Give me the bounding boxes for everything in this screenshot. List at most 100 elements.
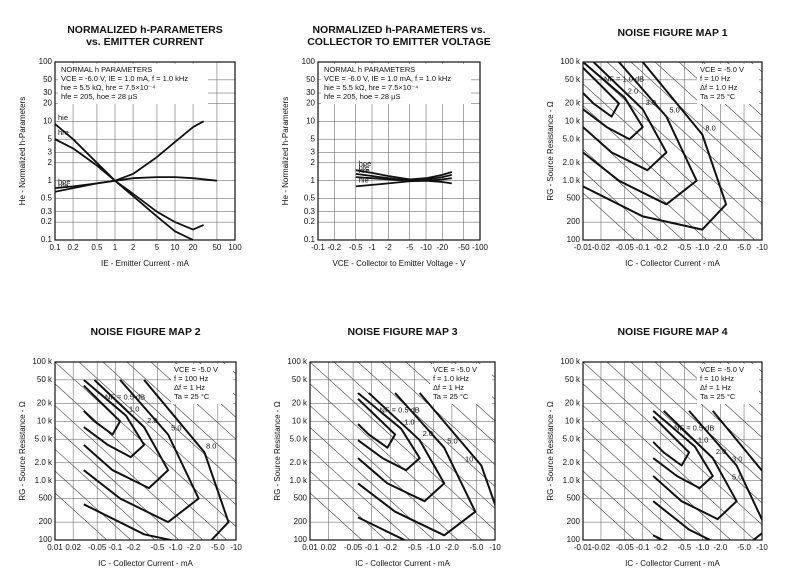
contour-line [583, 62, 728, 231]
y-tick-label: 10 k [37, 416, 53, 425]
x-tick-label: -0.2 [654, 243, 668, 252]
plot-frame [582, 61, 763, 241]
guide-line [126, 362, 236, 462]
y-tick-label: 100 [302, 57, 316, 66]
contour-line [652, 410, 714, 490]
y-tick-label: 500 [294, 494, 308, 503]
x-tick-label: -5.0 [211, 543, 225, 552]
y-tick-label: 2 [48, 158, 53, 167]
y-tick-label: 200 [567, 517, 581, 526]
x-tick-label: -5 [406, 243, 414, 252]
annotation: NORMAL h PARAMETERS [324, 65, 415, 74]
x-tick-label: -1.0 [426, 543, 440, 552]
y-tick-label: 100 k [560, 357, 581, 366]
x-tick-label: 5 [155, 243, 160, 252]
x-tick-label: -1.0 [695, 243, 709, 252]
x-tick-label: 1 [113, 243, 118, 252]
guide-line [583, 148, 684, 240]
x-tick-label: -1 [368, 243, 376, 252]
y-tick-label: 5.0 k [563, 434, 581, 443]
annotation: VCE = -6.0 V, IE = 1.0 mA, f = 1.0 kHz [61, 74, 188, 83]
series-label: 5.0 [669, 106, 679, 115]
plot-frame [582, 361, 763, 541]
y-tick-label: 0.1 [41, 235, 53, 244]
annotation: f = 10 kHz [700, 374, 734, 383]
annotation: VCE = -5.0 V [700, 365, 744, 374]
chart-title: NORMALIZED h-PARAMETERS vs. [312, 24, 485, 36]
contour-line [357, 392, 421, 472]
guide-line [583, 62, 762, 226]
y-tick-label: 20 k [565, 99, 581, 108]
series-label: hie [58, 113, 68, 122]
guide-line [583, 470, 660, 540]
x-tick-label: 0.01 [302, 543, 318, 552]
y-tick-label: 100 [567, 235, 581, 244]
annotation-box [697, 64, 759, 104]
y-tick-label: 2.0 k [563, 158, 581, 167]
contour-line [583, 62, 644, 141]
x-tick-label: -2.0 [187, 543, 201, 552]
annotation-box [171, 364, 233, 404]
plot-frame [317, 61, 481, 241]
series-line [55, 120, 205, 189]
chart-title: NOISE FIGURE MAP 1 [617, 27, 727, 39]
annotation: VCE = -5.0 V [700, 65, 744, 74]
series-label: 2.0 [147, 416, 157, 425]
guide-line [310, 383, 483, 540]
guide-line [583, 170, 660, 240]
annotation: Ta = 25 °C [700, 392, 736, 401]
contour-line [83, 379, 230, 540]
annotation: NORMAL h PARAMETERS [61, 65, 152, 74]
series-label: 5.0 [732, 472, 742, 481]
y-tick-label: 3 [48, 147, 53, 156]
y-tick-label: 5.0 k [290, 434, 308, 443]
x-axis-label: IC - Collector Current - mA [625, 559, 720, 568]
chart: NOISE FIGURE MAP 3 0.01 0.02 -0.05 -0.1 -0.2 -… [273, 326, 501, 568]
series-label: hre [359, 166, 370, 175]
x-axis-label: IC - Collector Current - mA [98, 559, 193, 568]
y-tick-label: 0.5 [304, 194, 316, 203]
y-axis-label: RG - Source Resistance - Ω [18, 401, 27, 500]
x-tick-label: -10 [489, 543, 501, 552]
x-tick-label: -1.0 [169, 543, 183, 552]
series-label: 10 [465, 455, 473, 464]
y-tick-label: 1.0 k [290, 476, 308, 485]
guide-line [583, 448, 684, 540]
guide-line [630, 62, 762, 182]
series-label: 2.0 [423, 429, 433, 438]
x-tick-label: 2 [131, 243, 136, 252]
y-tick-label: 20 k [292, 399, 308, 408]
annotation: hfe = 205, hoe = 28 µS [324, 92, 400, 101]
annotation: f = 10 Hz [700, 74, 730, 83]
x-tick-label: -2.0 [445, 543, 459, 552]
contour-line [83, 384, 122, 436]
y-axis-label: He - Normalized h-Parameters [281, 97, 290, 205]
y-tick-label: 5 [48, 134, 53, 143]
y-tick-label: 100 k [287, 357, 308, 366]
x-tick-label: -10 [756, 243, 768, 252]
chart: NOISE FIGURE MAP 2 0.01 0.02 -0.05 -0.1 -0.2 -… [18, 326, 242, 568]
y-tick-label: 100 k [560, 57, 581, 66]
guide-line [55, 405, 204, 540]
chart-title: NORMALIZED h-PARAMETERS [67, 24, 223, 36]
y-tick-label: 0.2 [304, 217, 316, 226]
y-tick-label: 1.0 k [35, 476, 53, 485]
chart-title: vs. EMITTER CURRENT [86, 36, 204, 48]
guide-line [606, 62, 762, 204]
x-axis-label: IE - Emitter Current - mA [101, 259, 190, 268]
x-tick-label: -0.02 [592, 543, 611, 552]
y-tick-label: 20 [306, 99, 315, 108]
x-tick-label: -100 [472, 243, 489, 252]
guide-line [310, 427, 435, 540]
guide-line [55, 383, 228, 540]
y-tick-label: 20 [43, 99, 52, 108]
x-tick-label: -10 [756, 543, 768, 552]
x-tick-label: -2.0 [713, 543, 727, 552]
x-tick-label: -5.0 [737, 543, 751, 552]
guide-line [583, 427, 708, 540]
x-tick-label: -50 [458, 243, 470, 252]
series-label: hoe [58, 177, 71, 186]
annotation: Δf = 1 Hz [174, 383, 205, 392]
guide-line [583, 492, 636, 540]
contour-line [83, 379, 146, 459]
